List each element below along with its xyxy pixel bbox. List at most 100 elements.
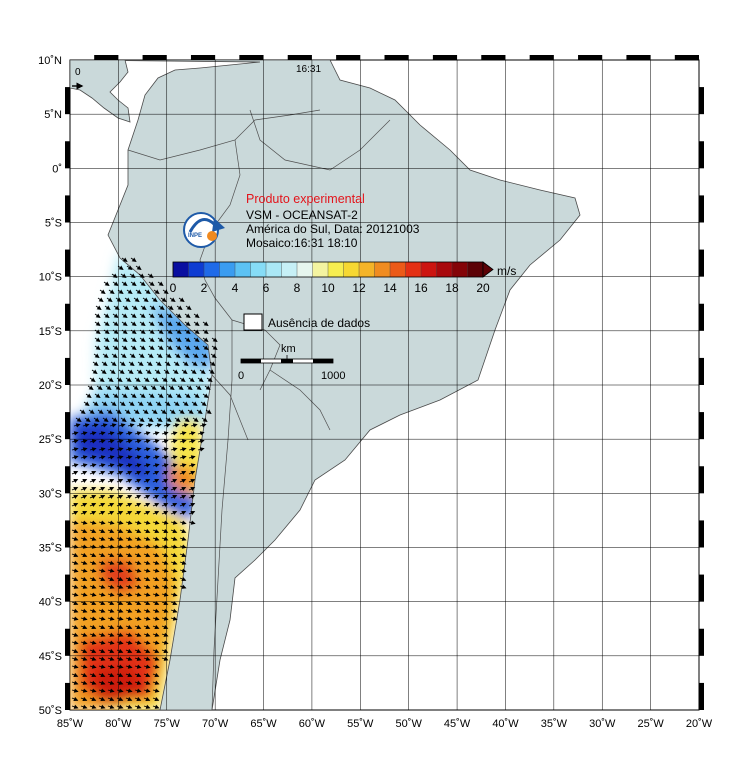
- wind-arrow: [117, 265, 124, 270]
- wind-arrow: [152, 552, 160, 558]
- wind-arrow: [147, 417, 154, 422]
- pass-start-label: 0: [75, 67, 81, 78]
- wind-arrow: [160, 297, 167, 302]
- colorbar-tick-label: 0: [170, 281, 177, 295]
- wind-arrow: [116, 377, 123, 382]
- left-frame-tick: [65, 466, 70, 494]
- wind-arrow: [80, 584, 88, 589]
- longitude-tick-label: 85˚W: [57, 718, 84, 730]
- wind-arrow: [121, 257, 128, 262]
- latitude-tick-label: 30˚S: [39, 488, 62, 500]
- wind-arrow: [107, 528, 115, 534]
- colorbar-segment: [250, 262, 267, 277]
- wind-arrow: [134, 704, 142, 709]
- wind-arrow: [125, 560, 133, 565]
- wind-arrow: [193, 337, 200, 342]
- wind-arrow: [125, 431, 133, 436]
- wind-arrow: [175, 345, 182, 350]
- wind-arrow: [112, 345, 119, 350]
- wind-arrow: [170, 592, 178, 597]
- colorbar-segment: [467, 262, 484, 277]
- wind-arrow: [173, 361, 180, 366]
- wind-arrow: [121, 313, 128, 318]
- wind-arrow: [193, 329, 200, 334]
- wind-arrow: [184, 321, 191, 326]
- wind-arrow: [116, 463, 124, 468]
- wind-arrow: [98, 560, 106, 565]
- wind-arrow: [179, 486, 187, 492]
- wind-arrow: [179, 455, 187, 460]
- wind-arrow: [71, 470, 79, 476]
- wind-arrow: [107, 672, 115, 678]
- wind-arrow: [179, 560, 187, 565]
- latitude-tick-label: 45˚S: [39, 651, 62, 663]
- wind-arrow: [162, 289, 169, 294]
- wind-arrow: [130, 313, 137, 318]
- wind-arrow: [89, 377, 96, 382]
- wind-arrow: [116, 664, 124, 669]
- wind-arrow: [80, 568, 88, 573]
- wind-arrow: [136, 369, 143, 374]
- wind-arrow: [143, 431, 151, 436]
- wind-arrow: [125, 640, 133, 645]
- wind-arrow: [71, 704, 79, 709]
- wind-arrow: [143, 640, 151, 645]
- wind-arrow: [79, 409, 86, 414]
- wind-arrow: [184, 337, 191, 342]
- right-frame-tick: [699, 412, 704, 440]
- wind-arrow: [125, 494, 133, 500]
- wind-arrow: [111, 417, 118, 422]
- wind-arrow: [112, 281, 119, 286]
- wind-arrow: [170, 608, 178, 613]
- wind-arrow: [120, 353, 127, 358]
- wind-arrow: [170, 502, 178, 508]
- wind-arrow: [98, 528, 106, 534]
- wind-arrow: [116, 592, 124, 597]
- wind-arrow: [166, 393, 173, 398]
- wind-arrow: [134, 680, 142, 685]
- wind-arrow: [166, 345, 173, 350]
- wind-arrow: [197, 377, 204, 382]
- top-frame-tick: [432, 55, 458, 60]
- wind-arrow: [80, 552, 88, 558]
- wind-arrow: [178, 297, 185, 302]
- wind-arrow: [122, 305, 129, 310]
- wind-arrow: [71, 528, 79, 534]
- latitude-tick-label: 40˚S: [39, 597, 62, 609]
- wind-arrow: [125, 439, 133, 444]
- wind-arrow: [134, 455, 142, 460]
- left-frame-tick: [65, 682, 70, 710]
- wind-arrow: [71, 680, 79, 685]
- wind-arrow: [89, 494, 97, 500]
- wind-arrow: [134, 520, 142, 525]
- wind-arrow: [88, 409, 95, 414]
- top-frame-tick: [190, 55, 216, 60]
- wind-arrow: [89, 696, 97, 702]
- wind-arrow: [128, 361, 135, 366]
- colorbar-tick-label: 4: [232, 281, 239, 295]
- colorbar-tick-label: 16: [414, 281, 428, 295]
- wind-arrow: [125, 584, 133, 589]
- wind-arrow: [89, 431, 97, 436]
- wind-arrow: [107, 624, 115, 630]
- wind-arrow: [143, 576, 151, 582]
- top-frame-tick: [384, 55, 409, 60]
- wind-arrow: [107, 608, 115, 613]
- wind-arrow: [125, 502, 133, 508]
- wind-arrow: [206, 377, 213, 382]
- wind-arrow: [134, 664, 142, 669]
- wind-arrow: [89, 520, 97, 525]
- wind-arrow: [71, 640, 79, 645]
- colorbar-segment: [235, 262, 251, 277]
- wind-arrow: [116, 688, 124, 693]
- wind-arrow: [152, 568, 160, 573]
- wind-arrow: [130, 345, 137, 350]
- wind-arrow: [89, 648, 97, 654]
- colorbar-segment: [374, 262, 391, 277]
- wind-arrow: [188, 455, 196, 460]
- wind-arrow: [116, 502, 124, 508]
- wind-arrow: [71, 616, 79, 621]
- wind-arrow: [179, 568, 187, 573]
- wind-arrow: [126, 289, 133, 294]
